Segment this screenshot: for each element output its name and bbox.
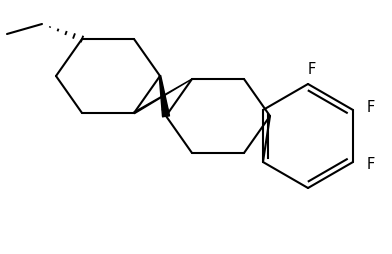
Polygon shape: [159, 76, 169, 117]
Text: F: F: [367, 101, 375, 116]
Polygon shape: [134, 79, 192, 114]
Text: F: F: [367, 156, 375, 171]
Text: F: F: [308, 62, 316, 77]
